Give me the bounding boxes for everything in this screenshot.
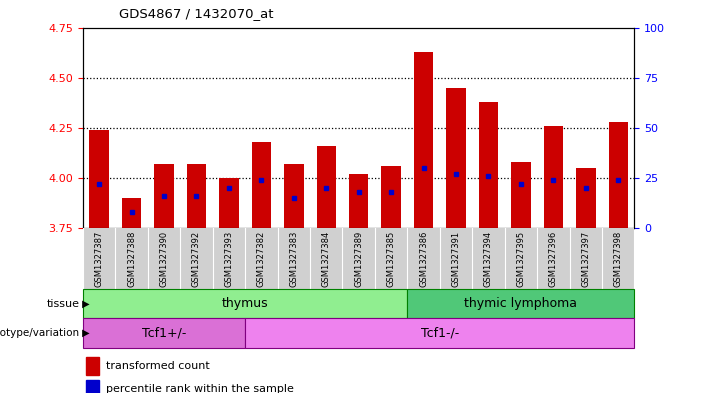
Text: thymus: thymus bbox=[222, 297, 268, 310]
Text: ▶: ▶ bbox=[79, 328, 90, 338]
Text: GSM1327392: GSM1327392 bbox=[192, 231, 201, 287]
Bar bbox=[414, 51, 433, 228]
Text: GSM1327383: GSM1327383 bbox=[289, 231, 298, 287]
Bar bbox=[609, 122, 628, 228]
Text: GSM1327385: GSM1327385 bbox=[386, 231, 396, 287]
Text: GSM1327394: GSM1327394 bbox=[484, 231, 493, 287]
Text: ▶: ▶ bbox=[79, 299, 90, 309]
Bar bbox=[252, 142, 271, 228]
Text: GSM1327387: GSM1327387 bbox=[94, 231, 104, 287]
Text: genotype/variation: genotype/variation bbox=[0, 328, 79, 338]
Text: Tcf1-/-: Tcf1-/- bbox=[420, 327, 459, 340]
Bar bbox=[187, 164, 206, 228]
Text: tissue: tissue bbox=[46, 299, 79, 309]
Bar bbox=[122, 198, 141, 228]
Bar bbox=[407, 289, 634, 318]
Text: GSM1327396: GSM1327396 bbox=[549, 231, 558, 287]
Bar bbox=[317, 146, 336, 228]
Text: percentile rank within the sample: percentile rank within the sample bbox=[106, 384, 294, 393]
Text: GSM1327386: GSM1327386 bbox=[419, 231, 428, 287]
Text: GSM1327391: GSM1327391 bbox=[451, 231, 461, 287]
Bar bbox=[86, 357, 99, 375]
Bar bbox=[86, 380, 99, 393]
Text: GSM1327388: GSM1327388 bbox=[127, 231, 136, 287]
Text: GSM1327395: GSM1327395 bbox=[516, 231, 526, 287]
Bar bbox=[284, 164, 304, 228]
Bar bbox=[511, 162, 531, 228]
Text: GSM1327397: GSM1327397 bbox=[581, 231, 590, 287]
Bar bbox=[446, 88, 466, 228]
Text: GDS4867 / 1432070_at: GDS4867 / 1432070_at bbox=[119, 7, 273, 20]
Text: GSM1327384: GSM1327384 bbox=[322, 231, 331, 287]
Bar bbox=[83, 318, 245, 348]
Bar bbox=[479, 102, 498, 228]
Bar bbox=[245, 318, 634, 348]
Bar bbox=[154, 164, 174, 228]
Bar bbox=[381, 166, 401, 228]
Text: Tcf1+/-: Tcf1+/- bbox=[142, 327, 186, 340]
Text: GSM1327398: GSM1327398 bbox=[614, 231, 623, 287]
Text: GSM1327389: GSM1327389 bbox=[354, 231, 363, 287]
Bar bbox=[349, 174, 368, 228]
Bar bbox=[576, 168, 596, 228]
Bar bbox=[219, 178, 239, 228]
Text: GSM1327393: GSM1327393 bbox=[224, 231, 234, 287]
Bar bbox=[544, 126, 563, 228]
Text: transformed count: transformed count bbox=[106, 361, 210, 371]
Text: GSM1327390: GSM1327390 bbox=[159, 231, 169, 287]
Text: thymic lymphoma: thymic lymphoma bbox=[464, 297, 578, 310]
Bar bbox=[83, 289, 407, 318]
Bar bbox=[89, 130, 109, 228]
Text: GSM1327382: GSM1327382 bbox=[257, 231, 266, 287]
